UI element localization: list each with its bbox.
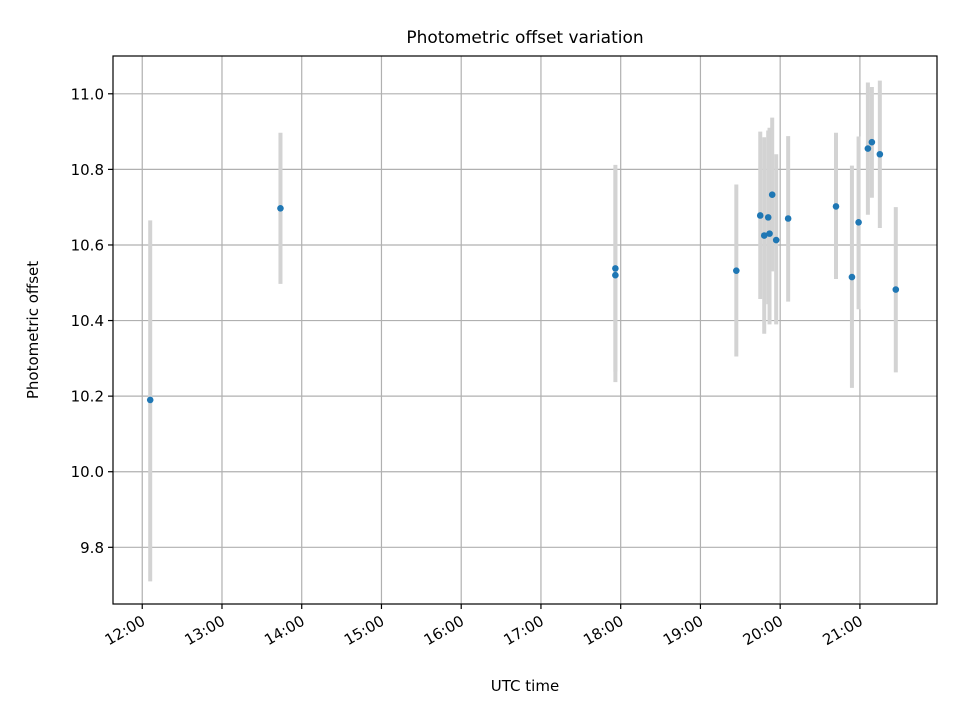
data-point xyxy=(772,236,780,244)
data-point xyxy=(832,203,840,210)
y-axis-label: Photometric offset xyxy=(24,261,42,399)
data-point xyxy=(146,396,154,404)
data-point xyxy=(277,205,284,212)
data-point xyxy=(768,191,776,199)
data-point xyxy=(760,232,768,239)
data-point xyxy=(733,267,740,274)
data-points xyxy=(146,138,900,404)
data-point xyxy=(612,271,619,279)
data-point xyxy=(876,150,884,158)
data-point xyxy=(864,145,872,152)
plot-frame xyxy=(112,55,938,605)
data-point xyxy=(766,230,773,237)
y-tick-label: 10.8 xyxy=(71,161,104,179)
data-point xyxy=(868,138,876,146)
y-tick-label: 10.4 xyxy=(71,312,104,330)
data-point xyxy=(784,215,792,222)
data-point xyxy=(855,218,862,226)
data-point xyxy=(764,214,772,221)
y-tick-label: 11.0 xyxy=(71,85,104,103)
y-tick-label: 10.0 xyxy=(71,463,104,481)
data-point xyxy=(756,212,764,219)
data-point xyxy=(612,265,619,272)
y-axis: 9.8 10.0 10.2 10.4 10.6 10.8 11.0 xyxy=(71,85,113,557)
y-tick-label: 9.8 xyxy=(80,539,104,557)
y-tick-label: 10.6 xyxy=(71,236,104,254)
data-point xyxy=(892,286,900,293)
grid xyxy=(113,56,937,604)
y-tick-label: 10.2 xyxy=(71,388,104,406)
chart-title: Photometric offset variation xyxy=(406,28,643,48)
x-axis-label: UTC time xyxy=(491,677,559,695)
data-point xyxy=(848,273,856,281)
